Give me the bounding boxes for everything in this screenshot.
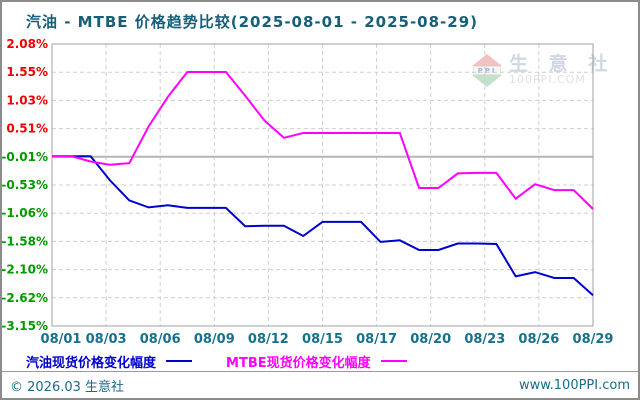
y-axis-tick-label: -3.15% xyxy=(2,319,48,333)
x-axis-tick-label: 08/15 xyxy=(302,332,343,347)
x-axis-tick-label: 08/12 xyxy=(248,332,289,347)
legend-item-mtbe: MTBE现货价格变化幅度 xyxy=(226,352,407,371)
chart-legend: 汽油现货价格变化幅度 MTBE现货价格变化幅度 xyxy=(26,351,441,371)
copyright-text: © 2026.03 生意社 xyxy=(10,379,125,395)
legend-label-gasoline: 汽油现货价格变化幅度 xyxy=(26,355,157,371)
y-axis-tick-label: -2.10% xyxy=(2,263,48,277)
legend-line-mtbe xyxy=(380,360,407,362)
x-axis-tick-label: 08/09 xyxy=(194,332,235,347)
x-axis-tick-label: 08/20 xyxy=(410,332,451,347)
x-axis-tick-label: 08/06 xyxy=(140,332,181,347)
series-line-mtbe xyxy=(52,71,594,210)
legend-label-mtbe: MTBE现货价格变化幅度 xyxy=(226,355,371,371)
y-axis-tick-label: -0.01% xyxy=(2,150,48,164)
footer-bar: © 2026.03 生意社 www.100PPI.com xyxy=(2,371,638,398)
x-axis-tick-label: 08/01 xyxy=(41,332,82,347)
y-axis-tick-label: -1.58% xyxy=(2,234,48,248)
y-axis-tick-label: 1.55% xyxy=(6,65,48,79)
x-axis-tick-label: 08/03 xyxy=(86,332,127,347)
y-axis-tick-label: -1.06% xyxy=(2,206,48,220)
plot-frame xyxy=(51,43,594,327)
series-line-gasoline xyxy=(52,155,594,297)
x-axis-tick-label: 08/29 xyxy=(573,332,614,347)
legend-item-gasoline: 汽油现货价格变化幅度 xyxy=(26,352,193,371)
legend-line-gasoline xyxy=(166,360,193,362)
y-axis-tick-label: -0.53% xyxy=(2,178,48,192)
chart-title: 汽油 - MTBE 价格趋势比较(2025-08-01 - 2025-08-29… xyxy=(26,13,479,31)
x-axis-tick-label: 08/23 xyxy=(464,332,505,347)
x-axis-tick-label: 08/17 xyxy=(356,332,397,347)
y-axis-tick-label: -2.62% xyxy=(2,291,48,305)
x-axis-tick-label: 08/26 xyxy=(518,332,559,347)
y-axis-tick-label: 0.51% xyxy=(6,122,48,136)
site-url-text: www.100PPI.com xyxy=(518,377,630,393)
y-axis-tick-label: 2.08% xyxy=(6,37,48,51)
y-axis-tick-label: 1.03% xyxy=(6,93,48,107)
